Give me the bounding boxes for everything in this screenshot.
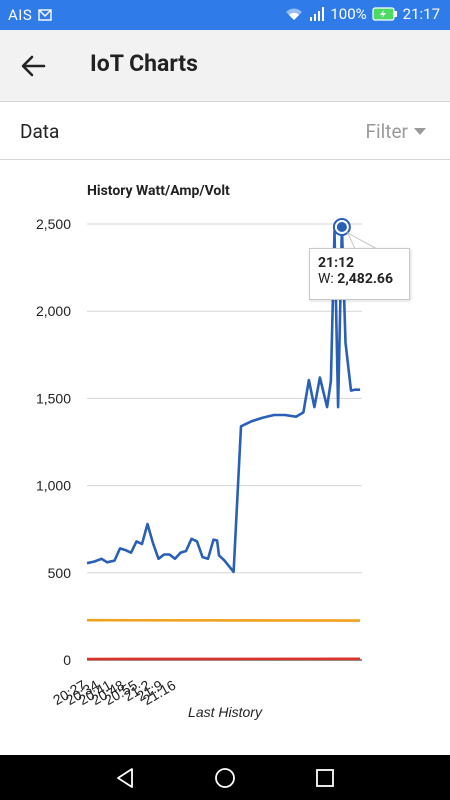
y-tick-label: 500 (48, 565, 72, 581)
tooltip-time: 21:12 (318, 255, 355, 271)
page-title: IoT Charts (90, 50, 198, 77)
y-tick-label: 2,500 (36, 216, 71, 232)
tooltip-value-row: W: 2,482.66 (318, 271, 401, 287)
nav-home-button[interactable] (213, 766, 237, 790)
circle-home-icon (215, 768, 235, 788)
square-recents-icon (316, 769, 334, 787)
app-bar: IoT Charts (0, 30, 450, 102)
filter-label: Filter (365, 120, 408, 143)
wifi-icon (286, 8, 303, 20)
carrier-label: AIS (8, 6, 33, 24)
caret-down-icon (414, 127, 426, 135)
nav-recents-button[interactable] (313, 766, 337, 790)
data-label: Data (20, 120, 60, 143)
battery-charging-icon (372, 7, 397, 21)
cellular-signal-icon (310, 7, 325, 21)
chart-tooltip: 21:12 W: 2,482.66 (309, 248, 410, 300)
back-button[interactable] (16, 50, 52, 82)
y-tick-label: 2,000 (36, 303, 71, 319)
status-bar: AIS 100% 21:17 (0, 0, 450, 30)
tooltip-pointer (346, 231, 378, 250)
x-axis-label: Last History (188, 704, 263, 720)
highlighted-point (336, 222, 347, 233)
battery-percent: 100% (330, 5, 367, 23)
filter-dropdown[interactable]: Filter (366, 120, 426, 143)
y-tick-label: 0 (63, 652, 71, 668)
chart-title: History Watt/Amp/Volt (87, 183, 230, 199)
series-line-W (86, 225, 361, 574)
y-tick-label: 1,500 (36, 390, 71, 406)
arrow-left-icon (21, 55, 46, 77)
tooltip-value: 2,482.66 (337, 271, 393, 287)
clock: 21:17 (402, 5, 440, 23)
signal-mail-icon (38, 9, 52, 21)
line-chart: 2,5002,0001,5001,000500020:2720:3420:412… (36, 216, 378, 720)
nav-back-button[interactable] (113, 766, 137, 790)
data-toolbar: Data Filter (0, 103, 450, 160)
y-tick-label: 1,000 (36, 478, 71, 494)
triangle-back-icon (117, 768, 133, 788)
navigation-bar (0, 755, 450, 800)
tooltip-series-label: W: (318, 271, 334, 287)
